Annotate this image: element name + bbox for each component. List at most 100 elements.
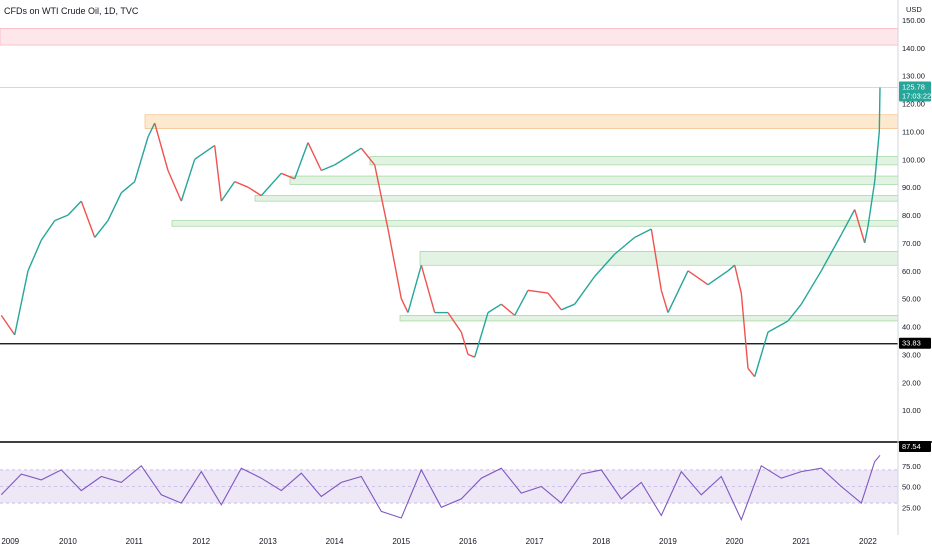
price-segment-17 [214,145,222,202]
x-tick-label: 2016 [459,537,477,546]
y-tick-label: 60.00 [902,267,921,276]
rsi-layer [0,454,898,522]
price-segment-46 [614,236,636,255]
zone-green-3 [289,175,899,185]
chart-title: CFDs on WTI Crude Oil, 1D, TVC [4,6,139,16]
price-segment-45 [594,253,616,277]
price-segment-62 [840,209,856,235]
x-tick-label: 2020 [726,537,744,546]
zone-green-5 [171,220,899,227]
last-price-badge-text: 125.78 [902,82,925,91]
price-segment-44 [574,275,596,305]
y-tick-label: 70.00 [902,239,921,248]
rsi-value-badge: 87.54 [899,441,931,452]
x-tick-label: 2012 [192,537,210,546]
x-tick-label: 2014 [326,537,344,546]
zone-red-0 [0,28,899,46]
price-segment-20 [247,186,262,197]
price-segment-65 [867,181,876,227]
y-tick-label: 50.00 [902,295,921,304]
price-segment-38 [487,303,502,314]
price-segment-58 [767,320,789,333]
price-segment-41 [527,289,549,294]
price-segment-42 [547,292,562,311]
price-segment-54 [734,265,742,294]
y-tick-label: 40.00 [902,323,921,332]
price-segment-13 [154,122,169,171]
price-segment-30 [400,298,409,313]
price-segment-6 [67,200,82,216]
y-tick-label: 10.00 [902,406,921,415]
y-tick-label: 90.00 [902,183,921,192]
x-tick-label: 2017 [526,537,544,546]
zone-orange-1 [144,114,899,129]
y-tick-label: 120.00 [902,100,925,109]
price-segment-16 [194,144,216,160]
price-segment-60 [800,270,822,305]
last-price-badge-bg [899,81,931,102]
price-segment-63 [854,209,866,244]
y-tick-label: 80.00 [902,211,921,220]
rsi-y-tick-label: 75.00 [902,462,921,471]
x-tick-label: 2011 [126,537,144,546]
y-tick-label: 30.00 [902,350,921,359]
price-segment-27 [360,147,376,166]
price-segment-34 [447,312,462,333]
price-segment-9 [107,192,122,221]
rsi-band [0,469,898,504]
level-badge-text: 33.83 [902,339,921,348]
price-segment-48 [650,228,662,291]
price-segment-7 [80,200,96,238]
y-tick-label: 140.00 [902,44,925,53]
price-segment-53 [727,264,736,272]
price-segment-14 [167,170,182,202]
y-tick-label: 130.00 [902,72,925,81]
price-segment-49 [660,290,669,313]
price-segment-19 [234,180,249,188]
price-segment-50 [667,270,689,313]
price-segment-36 [467,353,475,358]
price-segment-52 [707,270,729,286]
y-tick-label: 100.00 [902,155,925,164]
currency-label: USD [906,5,922,14]
price-segment-66 [874,131,880,182]
price-segment-39 [500,303,516,316]
level-badge: 33.83 [899,337,931,349]
price-series-layer [0,87,881,378]
zone-green-2 [369,156,899,166]
price-segment-21 [260,172,282,197]
zone-green-7 [399,315,899,322]
price-segment-11 [134,136,149,182]
x-tick-label: 2018 [592,537,610,546]
price-segment-37 [474,312,489,358]
price-segment-31 [407,265,422,313]
price-segment-1 [0,315,16,336]
price-segment-10 [120,181,136,194]
price-segment-8 [94,220,109,238]
price-segment-22 [281,172,295,180]
price-segment-15 [180,159,196,202]
x-tick-label: 2015 [392,537,410,546]
price-segment-40 [514,289,529,316]
price-segment-4 [40,220,56,241]
price-segment-51 [687,270,709,286]
x-tick-label: 2022 [859,537,877,546]
x-tick-label: 2013 [259,537,277,546]
zone-green-4 [254,195,899,202]
price-segment-2 [14,270,29,336]
rsi-y-tick-label: 25.00 [902,503,921,512]
y-tick-label: 110.00 [902,127,924,136]
last-price-badge-text: 17:03:22 [902,91,931,100]
price-segment-12 [147,122,156,138]
price-segment-61 [820,234,842,272]
price-segment-43 [561,303,575,311]
price-segment-26 [334,147,362,166]
rsi-value-badge-bg [899,441,931,452]
price-segment-55 [740,293,749,369]
price-segment-29 [387,228,402,299]
price-segment-5 [54,214,69,222]
price-segment-18 [220,181,236,202]
zones-layer [0,28,899,345]
